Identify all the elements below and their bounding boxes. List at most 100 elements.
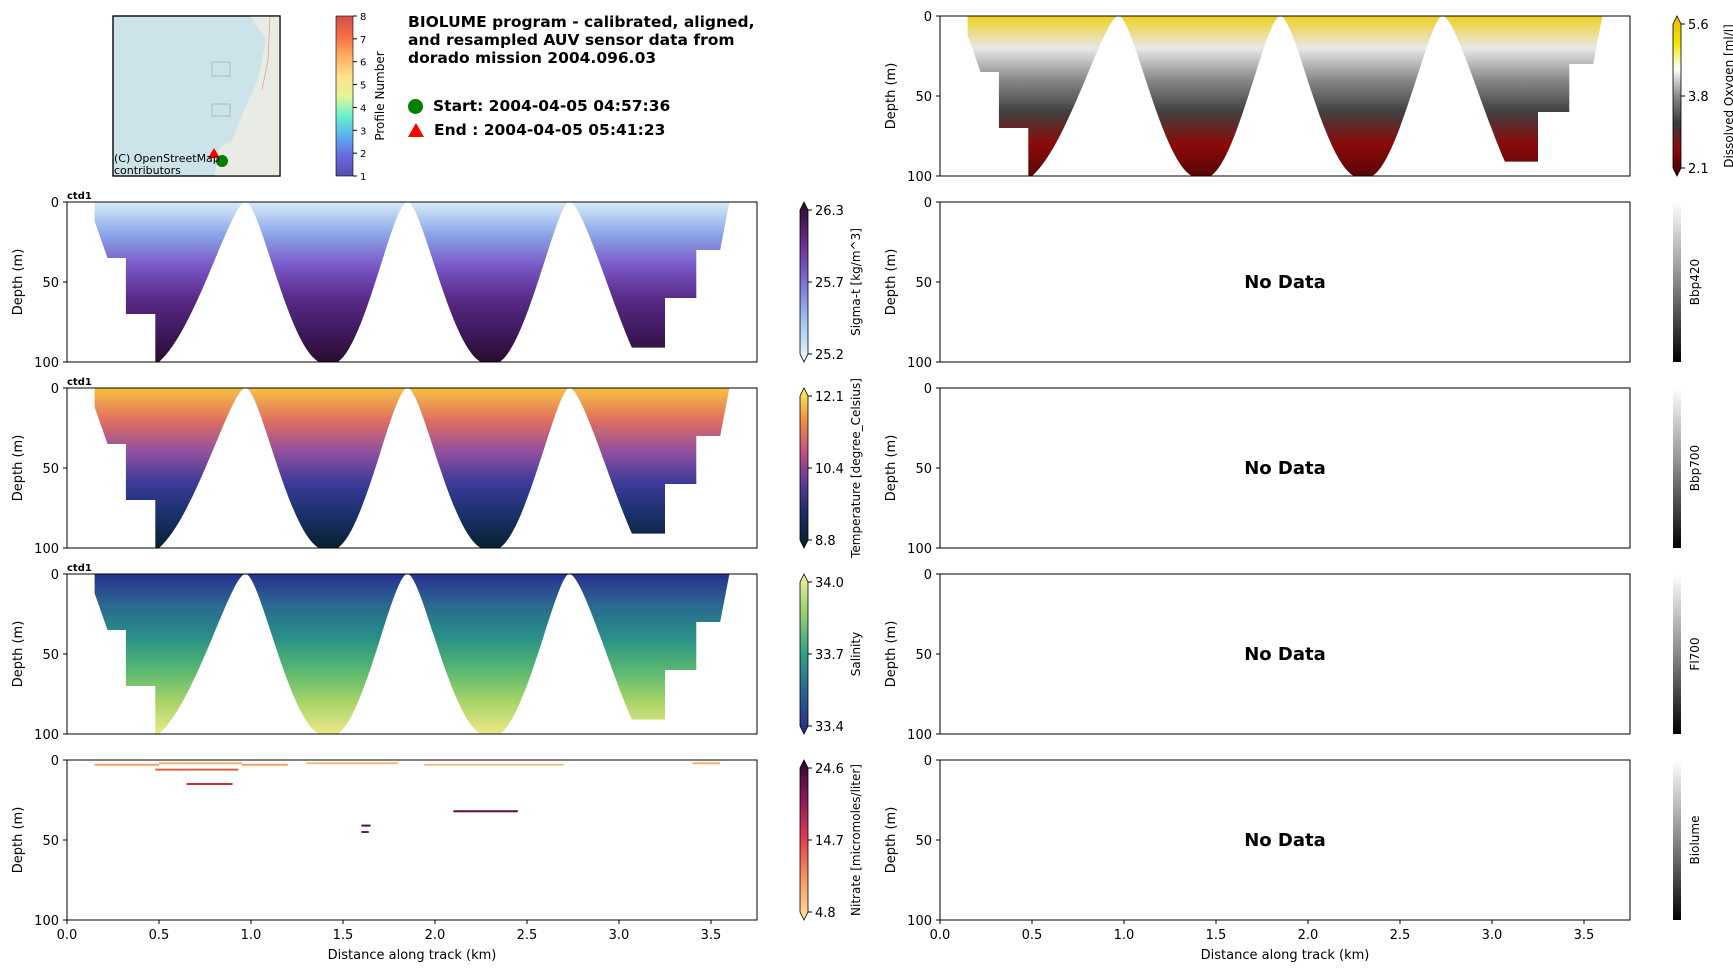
end-marker [208, 148, 220, 158]
x-tick-label: 0.0 [57, 928, 78, 943]
x-tick-label: 1.5 [333, 928, 354, 943]
title-line: and resampled AUV sensor data from [408, 31, 735, 49]
legend-end: End : 2004-04-05 05:41:23 [408, 121, 665, 139]
colorbar-tick-label: 3 [360, 126, 366, 137]
colorbar-tick-label: 25.7 [815, 276, 844, 291]
x-tick-label: 0.5 [1022, 928, 1043, 943]
colorbar-tick-label: 25.2 [815, 348, 844, 363]
colorbar-label: Nitrate [micromoles/liter] [849, 764, 863, 916]
y-tick-label: 50 [915, 90, 932, 105]
panel-biolume: No Data 0 50 100 Depth (m) 0.0 0.5 1.0 1.5 2.0 2.5… [884, 754, 1702, 963]
y-axis-label: Depth (m) [884, 63, 899, 130]
y-tick-label: 50 [915, 834, 932, 849]
no-data-label: No Data [1244, 830, 1326, 851]
panel-temperature: ctd1 0 50 100 Depth (m) 12.1 10.4 8.8 Temperatur… [11, 377, 863, 559]
map-road [261, 15, 271, 91]
panel-sigma_t: ctd1 0 50 100 Depth (m) 26.3 25.7 25.2 Sigma-t [… [11, 191, 863, 371]
x-tick-label: 1.0 [241, 928, 262, 943]
colorbar-label: Fl700 [1688, 637, 1702, 670]
colorbar-label: Salinity [849, 632, 863, 676]
colorbar-nitrate [799, 759, 809, 921]
map-sanctuary [211, 103, 231, 117]
colorbar-label: Temperature [degree_Celsius] [849, 378, 863, 559]
map-frame [112, 15, 281, 177]
legend-start-label: Start: 2004-04-05 04:57:36 [433, 97, 671, 115]
profile-colorbar-label: Profile Number [373, 51, 387, 140]
source-label: ctd1 [67, 563, 92, 574]
end-marker-icon [408, 123, 424, 137]
panel-nitrate: 0 50 100 Depth (m) 0.0 0.5 1.0 1.5 2.0 2.5 3.0 3.5 D… [11, 754, 863, 963]
y-tick-label: 0 [924, 754, 932, 769]
y-tick-label: 50 [42, 276, 59, 291]
start-marker-icon [408, 98, 423, 114]
y-tick-label: 50 [915, 276, 932, 291]
y-tick-label: 100 [907, 356, 932, 371]
x-tick-label: 2.0 [1298, 928, 1319, 943]
title-line: BIOLUME program - calibrated, aligned, [408, 13, 755, 31]
y-tick-label: 100 [34, 542, 59, 557]
y-axis-label: Depth (m) [884, 621, 899, 688]
colorbar-tick-label: 34.0 [815, 576, 844, 591]
y-axis-label: Depth (m) [884, 807, 899, 874]
y-tick-label: 0 [51, 196, 59, 211]
panel-fl700: No Data 0 50 100 Depth (m) Fl700 [884, 568, 1702, 743]
colorbar-tick-label: 12.1 [815, 390, 844, 405]
y-tick-label: 50 [42, 462, 59, 477]
colorbar-bbp420 [1673, 202, 1681, 362]
section-salinity [94, 574, 730, 734]
source-label: ctd1 [67, 191, 92, 202]
colorbar-label: Dissolved Oxygen [ml/l] [1722, 24, 1733, 168]
colorbar-tick-label: 1 [360, 172, 366, 183]
y-tick-label: 0 [924, 10, 932, 25]
colorbar-label: Sigma-t [kg/m^3] [849, 228, 863, 336]
section-sigma_t [94, 202, 730, 362]
map-land [215, 16, 280, 176]
y-axis-label: Depth (m) [11, 435, 26, 502]
colorbar-tick-label: 6 [360, 58, 366, 69]
panel-bbp700: No Data 0 50 100 Depth (m) Bbp700 [884, 382, 1702, 557]
x-tick-label: 0.0 [930, 928, 951, 943]
x-tick-label: 0.5 [149, 928, 170, 943]
colorbar-tick-label: 24.6 [815, 762, 844, 777]
colorbar-tick-label: 8.8 [815, 534, 836, 549]
y-tick-label: 100 [907, 728, 932, 743]
x-tick-label: 2.5 [1390, 928, 1411, 943]
figure-title: BIOLUME program - calibrated, aligned, a… [408, 13, 755, 67]
y-tick-label: 50 [915, 462, 932, 477]
colorbar-label: Bbp700 [1688, 445, 1702, 491]
plot-area [940, 202, 1630, 362]
colorbar-tick-label: 4.8 [815, 906, 836, 921]
colorbar-tick-label: 4 [360, 103, 366, 114]
colorbar-tick-label: 33.7 [815, 648, 844, 663]
colorbar-oxygen [1672, 15, 1682, 177]
colorbar-tick-label: 3.8 [1688, 90, 1709, 105]
colorbar-tick-label: 7 [360, 35, 366, 46]
y-tick-label: 100 [907, 542, 932, 557]
colorbar-tick-label: 8 [360, 12, 366, 23]
x-tick-label: 2.0 [425, 928, 446, 943]
x-tick-label: 3.5 [1574, 928, 1595, 943]
colorbar-biolume [1673, 760, 1681, 920]
y-tick-label: 0 [51, 568, 59, 583]
y-axis-label: Depth (m) [884, 435, 899, 502]
attribution-line: (C) OpenStreetMap [114, 152, 220, 165]
no-data-label: No Data [1244, 644, 1326, 665]
plot-area [940, 760, 1630, 920]
panel-bbp420: No Data 0 50 100 Depth (m) Bbp420 [884, 196, 1702, 371]
y-tick-label: 100 [34, 728, 59, 743]
y-tick-label: 50 [915, 648, 932, 663]
y-axis-label: Depth (m) [884, 249, 899, 316]
x-tick-label: 3.0 [609, 928, 630, 943]
y-tick-label: 100 [34, 356, 59, 371]
colorbar-temperature [799, 387, 809, 549]
y-tick-label: 0 [924, 382, 932, 397]
no-data-label: No Data [1244, 458, 1326, 479]
y-tick-label: 50 [42, 648, 59, 663]
profile-colorbar [335, 15, 354, 177]
colorbar-tick-label: 5 [360, 81, 366, 92]
colorbar-tick-label: 2 [360, 149, 366, 160]
y-axis-label: Depth (m) [11, 621, 26, 688]
colorbar-tick-label: 33.4 [815, 720, 844, 735]
colorbar-tick-label: 26.3 [815, 204, 844, 219]
